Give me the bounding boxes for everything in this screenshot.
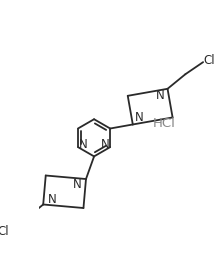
Text: Cl: Cl — [204, 54, 215, 67]
Text: N: N — [73, 178, 82, 191]
Text: N: N — [78, 138, 87, 151]
Text: HCl: HCl — [153, 117, 176, 130]
Text: Cl: Cl — [0, 225, 9, 238]
Text: N: N — [135, 111, 144, 124]
Text: N: N — [101, 138, 110, 151]
Text: N: N — [156, 89, 165, 102]
Text: N: N — [47, 193, 56, 206]
